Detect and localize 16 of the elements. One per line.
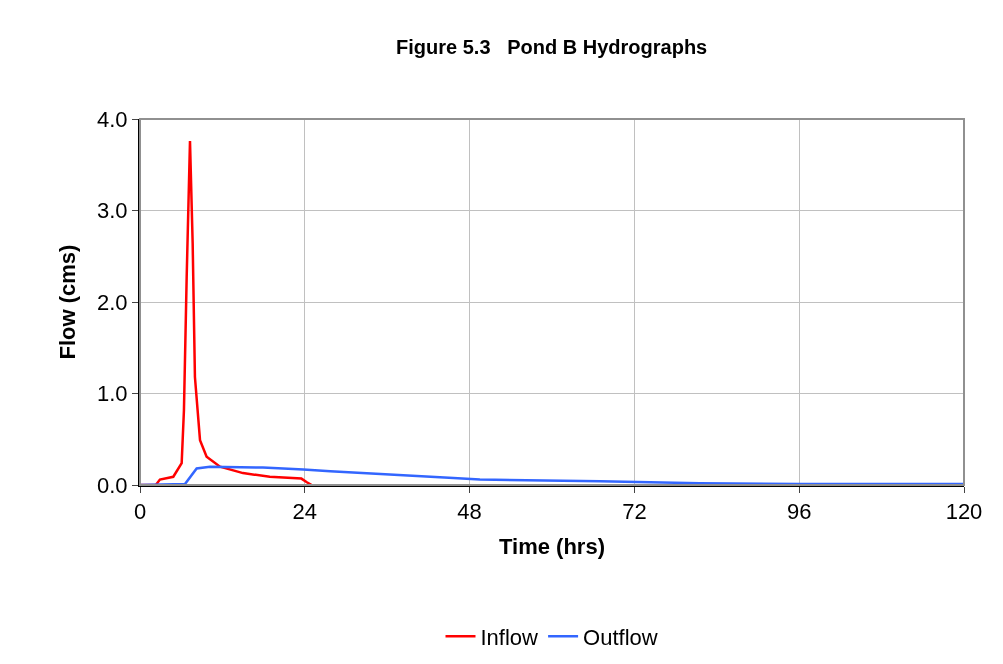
y-axis-title: Flow (cms) <box>55 244 81 360</box>
legend-label: Outflow <box>583 624 658 650</box>
x-tick-label: 120 <box>945 499 983 525</box>
chart-title: Figure 5.3 Pond B Hydrographs <box>396 35 708 58</box>
y-tick-label: 0.0 <box>97 472 128 498</box>
y-tick-label: 2.0 <box>97 289 128 315</box>
y-tick-label: 4.0 <box>97 106 128 132</box>
y-tick-label: 1.0 <box>97 381 128 407</box>
legend-label: Inflow <box>480 624 539 650</box>
y-tick-label: 3.0 <box>97 198 128 224</box>
x-tick-label: 48 <box>457 499 482 525</box>
x-axis-title: Time (hrs) <box>499 533 605 559</box>
x-tick-label: 24 <box>292 499 318 525</box>
x-tick-label: 96 <box>786 499 812 525</box>
x-tick-label: 0 <box>133 499 147 525</box>
x-tick-label: 72 <box>622 499 647 525</box>
